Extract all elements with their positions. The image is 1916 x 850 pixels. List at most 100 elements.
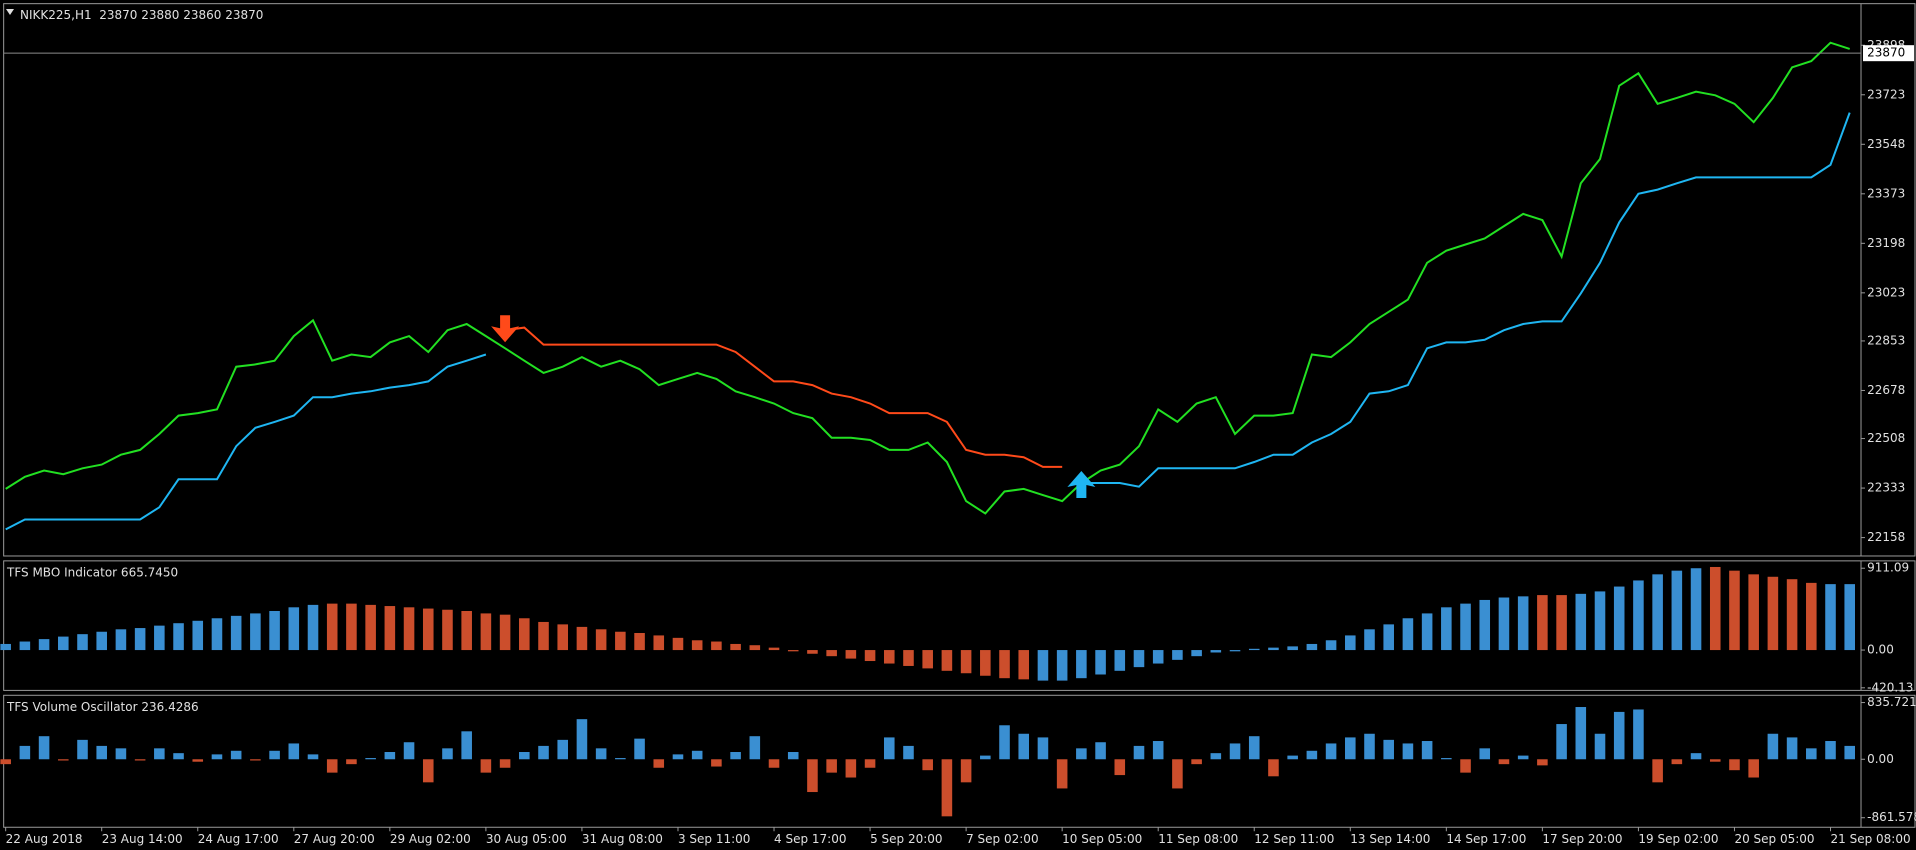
bar — [1690, 753, 1702, 760]
x-tick-label: 31 Aug 08:00 — [582, 832, 663, 846]
bar — [1767, 576, 1779, 651]
bar — [1210, 753, 1222, 760]
bar — [634, 632, 645, 651]
bar — [326, 759, 338, 773]
bar — [922, 650, 933, 669]
bar — [999, 725, 1010, 760]
bar — [1633, 580, 1644, 651]
bar — [1537, 759, 1548, 766]
y-tick-label: -861.578 — [1867, 810, 1916, 824]
x-tick-label: 4 Sep 17:00 — [774, 832, 846, 846]
bar — [1517, 596, 1529, 651]
last-price-label: 23870 — [1867, 46, 1905, 60]
panel-title: NIKK225,H1 23870 23880 23860 23870 — [20, 8, 263, 22]
bar — [1114, 759, 1126, 776]
bar — [1095, 650, 1106, 675]
bar — [115, 629, 127, 651]
bar — [980, 650, 991, 676]
bar — [1594, 591, 1606, 651]
bar — [1345, 635, 1356, 651]
bar — [1690, 568, 1702, 651]
panel-title: TFS MBO Indicator 665.7450 — [6, 565, 178, 579]
x-tick-label: 5 Sep 20:00 — [870, 832, 942, 846]
bar — [1421, 741, 1433, 760]
bar — [307, 604, 319, 651]
bar — [980, 755, 991, 760]
bar — [538, 745, 549, 760]
bar — [1556, 595, 1567, 651]
bar — [403, 607, 415, 651]
series-line — [5, 41, 1851, 515]
bar — [1748, 759, 1759, 778]
bar — [749, 645, 761, 651]
bar — [1537, 595, 1548, 651]
bar — [1844, 745, 1856, 760]
bar — [768, 647, 780, 651]
bar — [1248, 736, 1260, 760]
bar — [1133, 745, 1145, 760]
y-tick-label: 22678 — [1867, 383, 1905, 397]
bar — [154, 748, 165, 760]
bar — [826, 759, 837, 773]
y-tick-label: 911.09 — [1867, 561, 1909, 575]
bar — [58, 759, 69, 761]
bar — [1133, 650, 1145, 668]
bar — [1056, 650, 1068, 681]
bar — [1729, 759, 1740, 771]
bar — [346, 603, 357, 651]
bar — [1056, 759, 1068, 789]
bar — [346, 759, 357, 765]
bar — [1287, 755, 1298, 760]
bar — [77, 634, 88, 651]
bar — [1114, 650, 1126, 671]
x-tick-label: 23 Aug 14:00 — [102, 832, 183, 846]
bar — [1498, 597, 1510, 651]
bar — [999, 650, 1010, 679]
bar — [1306, 750, 1318, 760]
bar — [845, 759, 857, 778]
bar — [1076, 650, 1087, 679]
bar — [230, 750, 242, 760]
bar — [1018, 650, 1030, 680]
series-line — [504, 326, 1063, 468]
bar — [1633, 709, 1644, 760]
series-line — [5, 112, 1851, 531]
bar — [0, 643, 11, 651]
bar — [730, 752, 741, 760]
bar — [1556, 724, 1567, 760]
bar — [173, 623, 184, 651]
bar — [96, 631, 107, 651]
bar — [730, 643, 741, 651]
bar — [672, 754, 684, 760]
bar — [1037, 650, 1049, 681]
x-tick-label: 27 Aug 20:00 — [294, 832, 375, 846]
bar — [1613, 586, 1625, 651]
bar — [1594, 733, 1606, 760]
bar — [38, 639, 50, 651]
bar — [653, 635, 665, 651]
bar — [615, 631, 626, 651]
bar — [269, 610, 280, 651]
bar — [576, 626, 588, 651]
bar — [211, 618, 223, 651]
collapse-icon[interactable] — [6, 9, 14, 15]
bar — [941, 759, 953, 817]
y-tick-label: 22508 — [1867, 431, 1905, 445]
bar — [192, 759, 204, 762]
bar — [1383, 739, 1394, 760]
bar — [1460, 759, 1471, 773]
bar — [941, 650, 953, 671]
bar — [38, 736, 50, 760]
bar — [1037, 737, 1049, 760]
bar — [1268, 759, 1279, 777]
bar — [1671, 759, 1683, 765]
bar — [192, 620, 204, 651]
bar — [307, 754, 319, 760]
bar — [115, 748, 127, 760]
bar — [1172, 759, 1183, 789]
bar — [250, 759, 261, 761]
bar — [922, 759, 933, 771]
panel-frame — [3, 560, 1916, 691]
bar — [422, 759, 434, 783]
bar — [634, 738, 645, 760]
